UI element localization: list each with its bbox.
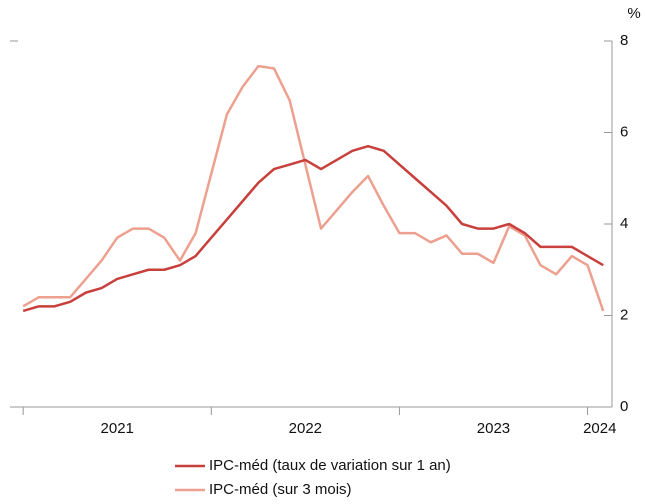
y-unit: %	[627, 5, 640, 22]
series-line	[22, 64, 605, 312]
y-tick-label: 0	[620, 398, 628, 415]
legend-label: IPC-méd (taux de variation sur 1 an)	[209, 457, 451, 474]
y-tick-label: 2	[620, 306, 628, 323]
series-line	[22, 144, 604, 313]
x-tick-label: 2022	[289, 420, 322, 437]
y-tick-label: 4	[620, 215, 628, 232]
y-tick-label: 6	[620, 123, 628, 140]
x-tick-label: 2024	[583, 420, 616, 437]
legend-label: IPC-méd (sur 3 mois)	[209, 481, 352, 498]
y-tick-label: 8	[620, 32, 628, 49]
x-tick-label: 2023	[477, 420, 510, 437]
x-tick-label: 2021	[101, 420, 134, 437]
